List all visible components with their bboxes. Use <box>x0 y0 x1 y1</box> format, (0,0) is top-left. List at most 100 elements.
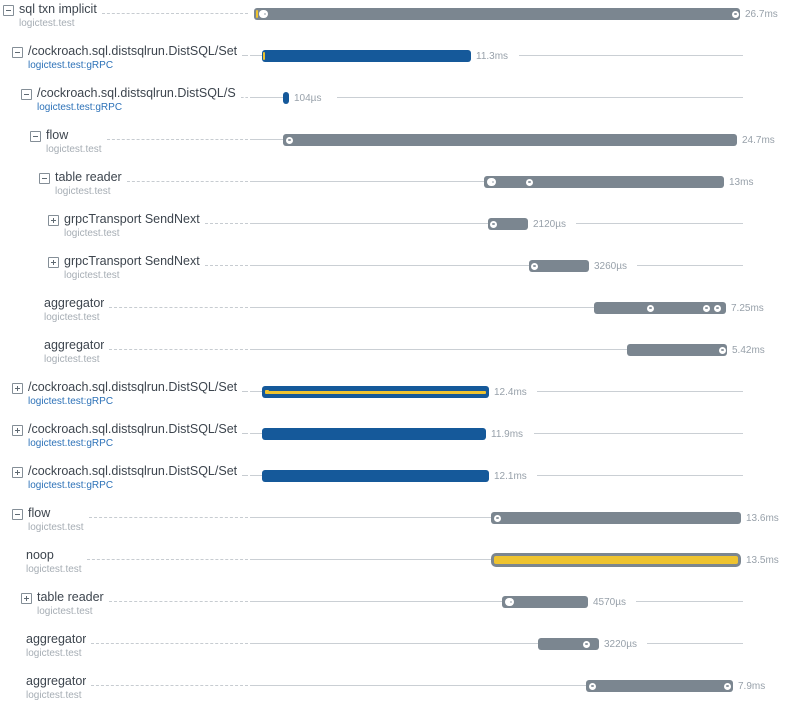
span-label-column: aggregator logictest.test <box>0 297 250 323</box>
timeline-pre-line <box>250 517 491 518</box>
span-texts: /cockroach.sql.distsqlrun.DistSQL/Set lo… <box>28 381 237 407</box>
span-bar[interactable] <box>484 176 724 188</box>
timeline-post-line <box>519 55 743 56</box>
span-label-column: noop logictest.test <box>0 549 250 575</box>
leader-dashed-line <box>86 559 248 560</box>
span-timeline: 5.42ms <box>250 336 786 378</box>
collapse-icon[interactable] <box>12 509 23 520</box>
span-bar[interactable] <box>262 386 489 398</box>
white-dot-marker <box>714 304 721 312</box>
span-timeline: 11.3ms <box>250 42 786 84</box>
span-duration: 4570µs <box>593 597 627 608</box>
span-label-column: grpcTransport SendNext logictest.test <box>0 255 250 281</box>
leader-dashed-line <box>242 433 248 434</box>
span-source: logictest.test <box>26 564 82 575</box>
span-source: logictest.test <box>37 606 93 617</box>
span-duration: 13.5ms <box>746 555 779 566</box>
span-timeline: 13ms <box>250 168 786 210</box>
yellow-tick-marker <box>263 52 265 60</box>
collapse-icon[interactable] <box>30 131 41 142</box>
white-dot-marker <box>526 178 533 186</box>
collapse-icon[interactable] <box>39 173 50 184</box>
span-texts: table reader logictest.test <box>55 171 122 197</box>
span-texts: /cockroach.sql.distsqlrun.DistSQL/S logi… <box>37 87 236 113</box>
leader-dashed-line <box>91 643 248 644</box>
span-duration: 7.9ms <box>738 681 766 692</box>
span-timeline: 24.7ms <box>250 126 786 168</box>
white-dot-marker <box>703 304 710 312</box>
span-bar[interactable] <box>254 8 740 20</box>
span-timeline: 26.7ms <box>250 0 786 42</box>
expand-icon[interactable] <box>48 215 59 226</box>
span-duration: 3220µs <box>604 639 638 650</box>
span-texts: grpcTransport SendNext logictest.test <box>64 255 200 281</box>
span-source: logictest.test <box>64 228 120 239</box>
span-bar[interactable] <box>529 260 589 272</box>
span-source: logictest.test <box>44 354 100 365</box>
collapse-icon[interactable] <box>12 47 23 58</box>
trace-span-row: /cockroach.sql.distsqlrun.DistSQL/Set lo… <box>0 378 786 420</box>
span-label-column: aggregator logictest.test <box>0 633 250 659</box>
leader-dashed-line <box>204 265 248 266</box>
trace-span-row: /cockroach.sql.distsqlrun.DistSQL/Set lo… <box>0 462 786 504</box>
expand-icon[interactable] <box>21 593 32 604</box>
span-bar[interactable] <box>283 92 289 104</box>
span-bar[interactable] <box>502 596 588 608</box>
trace-span-row: aggregator logictest.test 7.25ms <box>0 294 786 336</box>
span-bar[interactable] <box>262 470 489 482</box>
timeline-pre-line <box>250 265 529 266</box>
leader-dashed-line <box>88 517 248 518</box>
leader-dashed-line <box>91 685 248 686</box>
trace-span-row: aggregator logictest.test 7.9ms <box>0 672 786 714</box>
span-bar[interactable] <box>262 428 486 440</box>
leader-dashed-line <box>204 223 248 224</box>
white-pill-marker <box>505 598 514 606</box>
span-label-column: flow logictest.test <box>0 507 250 533</box>
expand-icon[interactable] <box>12 383 23 394</box>
span-name: /cockroach.sql.distsqlrun.DistSQL/S <box>37 87 236 100</box>
span-bar[interactable] <box>586 680 733 692</box>
span-bar[interactable] <box>491 553 741 567</box>
span-duration: 5.42ms <box>732 345 765 356</box>
span-bar[interactable] <box>538 638 599 650</box>
span-texts: /cockroach.sql.distsqlrun.DistSQL/Set lo… <box>28 465 237 491</box>
expand-icon[interactable] <box>12 425 23 436</box>
trace-span-row: grpcTransport SendNext logictest.test 32… <box>0 252 786 294</box>
span-duration: 12.1ms <box>494 471 527 482</box>
timeline-pre-line <box>250 475 262 476</box>
white-dot-marker <box>724 682 731 690</box>
span-bar[interactable] <box>627 344 727 356</box>
timeline-post-line <box>647 643 743 644</box>
leader-dashed-line <box>106 139 248 140</box>
span-timeline: 13.6ms <box>250 504 786 546</box>
span-name: aggregator <box>26 633 87 646</box>
span-bar[interactable] <box>594 302 726 314</box>
collapse-icon[interactable] <box>3 5 14 16</box>
collapse-icon[interactable] <box>21 89 32 100</box>
timeline-pre-line <box>250 601 502 602</box>
span-name: aggregator <box>44 339 105 352</box>
trace-span-row: flow logictest.test 24.7ms <box>0 126 786 168</box>
span-texts: grpcTransport SendNext logictest.test <box>64 213 200 239</box>
white-dot-marker <box>647 304 654 312</box>
trace-span-row: /cockroach.sql.distsqlrun.DistSQL/S logi… <box>0 84 786 126</box>
white-dot-marker <box>732 10 739 18</box>
span-timeline: 3220µs <box>250 630 786 672</box>
span-bar[interactable] <box>262 50 471 62</box>
span-bar[interactable] <box>491 512 741 524</box>
expand-icon[interactable] <box>48 257 59 268</box>
span-name: grpcTransport SendNext <box>64 255 200 268</box>
timeline-pre-line <box>250 139 283 140</box>
yellow-tick-marker <box>256 10 258 18</box>
span-timeline: 11.9ms <box>250 420 786 462</box>
span-bar[interactable] <box>283 134 737 146</box>
span-name: grpcTransport SendNext <box>64 213 200 226</box>
span-texts: table reader logictest.test <box>37 591 104 617</box>
trace-span-row: flow logictest.test 13.6ms <box>0 504 786 546</box>
span-name: /cockroach.sql.distsqlrun.DistSQL/Set <box>28 381 238 394</box>
span-duration: 13.6ms <box>746 513 779 524</box>
span-bar[interactable] <box>488 218 528 230</box>
expand-icon[interactable] <box>12 467 23 478</box>
span-texts: aggregator logictest.test <box>44 297 104 323</box>
white-dot-marker <box>719 346 726 354</box>
